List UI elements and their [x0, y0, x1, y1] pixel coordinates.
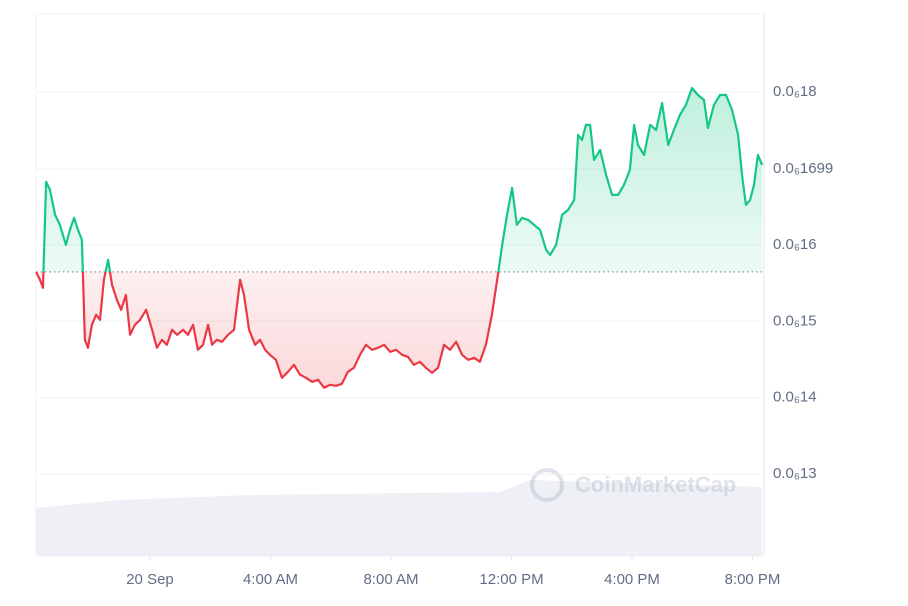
price-line: [35, 86, 764, 389]
volume-area: [36, 480, 762, 556]
area-fill: [36, 88, 763, 388]
x-tick-label: 8:00 PM: [725, 571, 781, 588]
y-tick-label: 0.0₆18: [773, 83, 817, 100]
x-tick-label: 4:00 PM: [604, 571, 660, 588]
x-tick-label: 4:00 AM: [243, 571, 298, 588]
y-tick-label: 0.0₆14: [773, 389, 817, 406]
watermark-logo: [530, 468, 564, 502]
x-tick-label: 12:00 PM: [479, 571, 543, 588]
watermark-text: CoinMarketCap: [575, 472, 736, 497]
x-tick-label: 8:00 AM: [363, 571, 418, 588]
x-tick-label: 20 Sep: [126, 571, 174, 588]
y-tick-label: 0.0₆13: [773, 465, 817, 482]
y-tick-label: 0.0₆1699: [773, 160, 833, 177]
y-tick-label: 0.0₆15: [773, 312, 817, 329]
y-tick-label: 0.0₆16: [773, 236, 817, 253]
watermark: CoinMarketCap: [530, 468, 736, 502]
